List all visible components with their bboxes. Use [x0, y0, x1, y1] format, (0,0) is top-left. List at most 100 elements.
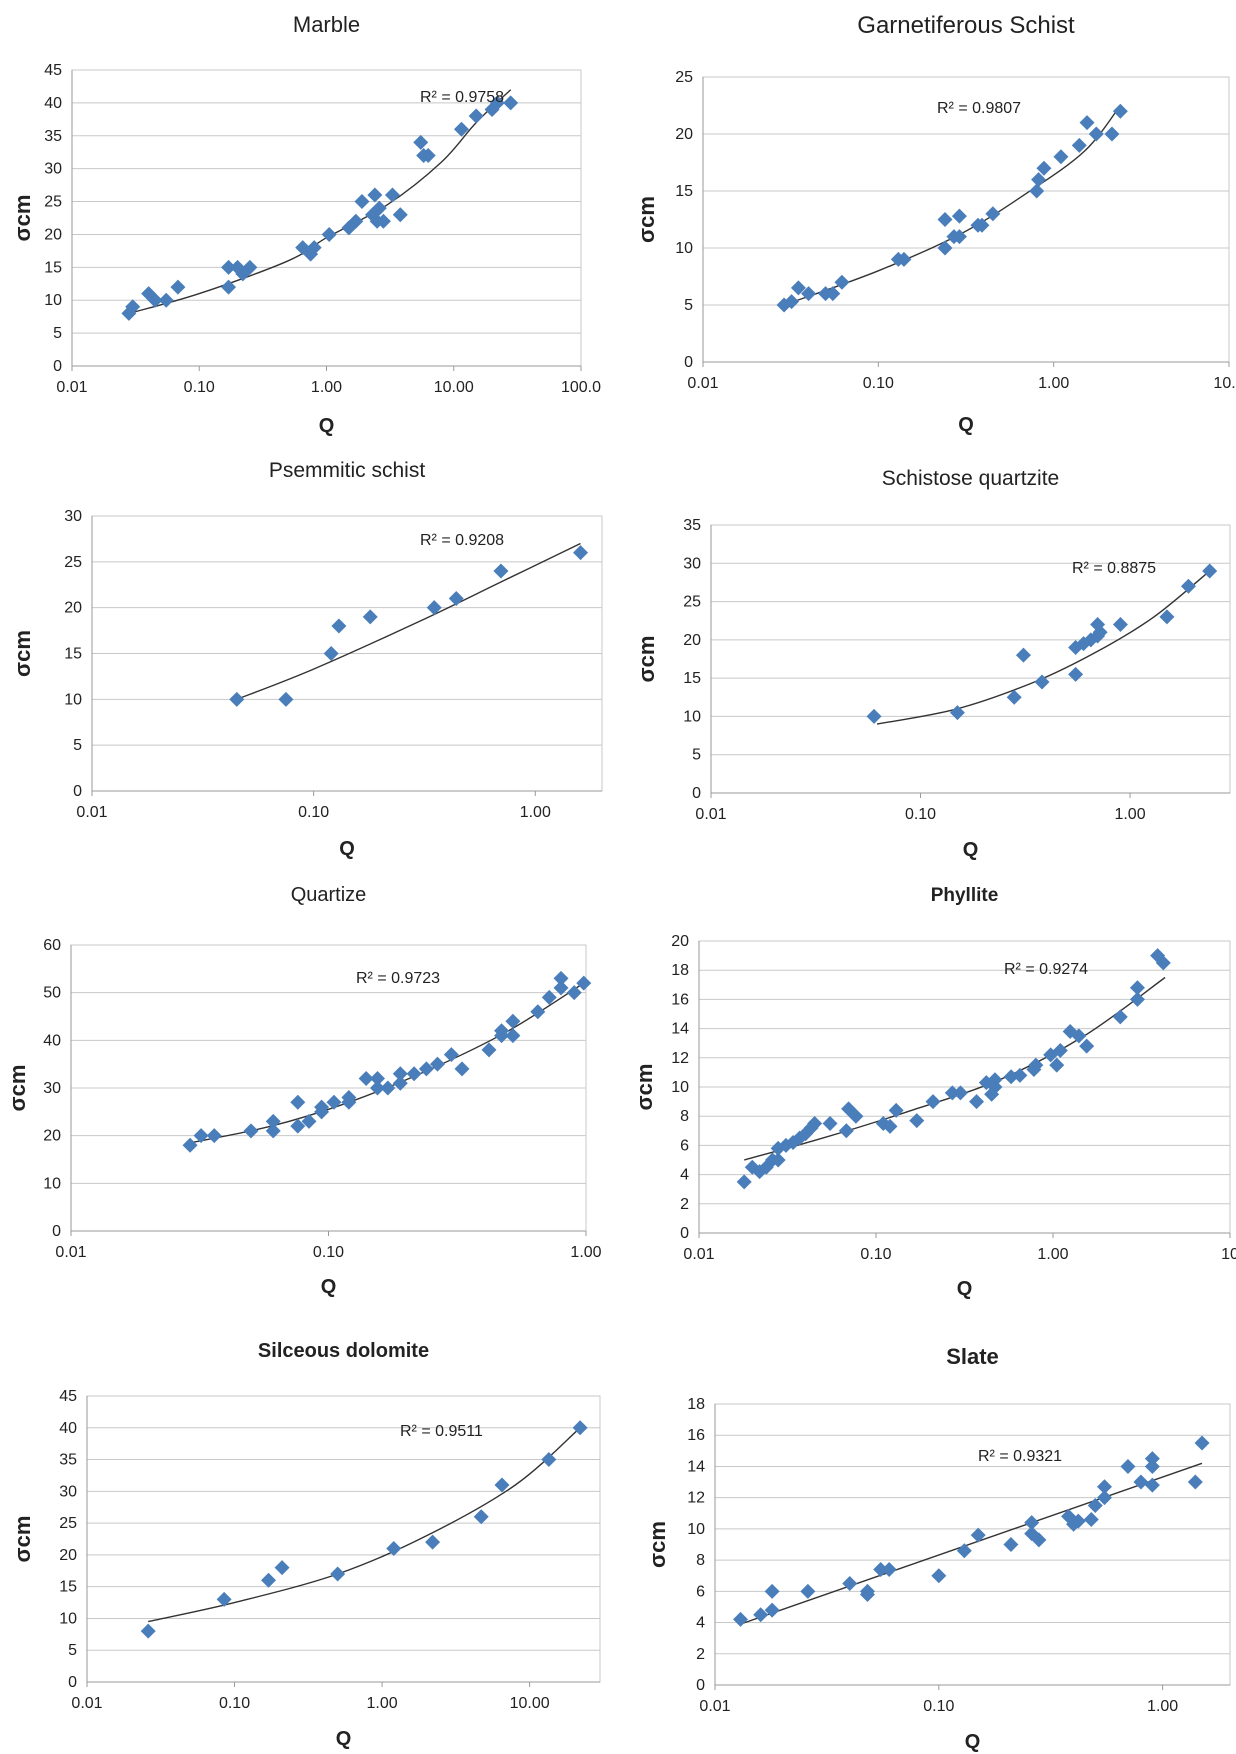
- y-tick-label: 0: [73, 783, 82, 800]
- y-tick-label: 45: [59, 1388, 77, 1405]
- trend-line: [876, 570, 1211, 725]
- chart-title: Quartize: [291, 884, 367, 906]
- data-point: [1012, 1067, 1028, 1083]
- x-axis-label: Q: [336, 1728, 352, 1750]
- data-point: [1087, 1497, 1103, 1513]
- data-point: [494, 1477, 510, 1493]
- data-point: [969, 1094, 985, 1110]
- y-tick-label: 2: [680, 1196, 689, 1213]
- y-tick-label: 5: [73, 737, 82, 754]
- y-tick-label: 15: [64, 646, 82, 663]
- data-point: [505, 1028, 521, 1044]
- y-tick-label: 12: [671, 1050, 689, 1067]
- x-axis-label: Q: [339, 838, 355, 860]
- data-point: [454, 1061, 470, 1077]
- data-point: [1034, 674, 1050, 690]
- data-point: [573, 545, 589, 561]
- y-tick-label: 4: [680, 1167, 689, 1184]
- data-point: [822, 1116, 838, 1131]
- data-point: [229, 691, 245, 707]
- data-point: [1049, 1057, 1065, 1073]
- y-tick-label: 50: [43, 985, 61, 1002]
- data-point: [931, 1568, 947, 1584]
- y-tick-label: 0: [684, 354, 693, 371]
- r-squared-label: R² = 0.9723: [356, 970, 440, 987]
- data-point: [221, 279, 237, 295]
- data-point: [987, 1072, 1003, 1088]
- y-tick-label: 10: [671, 1079, 689, 1096]
- chart-panel-6: 0 2 4 6 8 10 12 14 16 18 20 0.01 0.10 1.00 10 Phyllite Q…: [632, 885, 1236, 1300]
- y-tick-label: 20: [683, 632, 701, 649]
- y-tick-label: 20: [59, 1547, 77, 1564]
- x-tick-label: 1.00: [570, 1244, 601, 1261]
- data-point: [481, 1042, 497, 1058]
- chart-title: Garnetiferous Schist: [857, 12, 1075, 39]
- y-tick-label: 8: [696, 1552, 705, 1569]
- y-tick-label: 10: [675, 240, 693, 257]
- data-point: [952, 1085, 968, 1101]
- data-point: [321, 226, 337, 242]
- data-point: [243, 1123, 259, 1139]
- data-point: [1112, 617, 1128, 633]
- y-tick-label: 40: [43, 1032, 61, 1049]
- data-point: [1129, 980, 1145, 996]
- data-point: [882, 1118, 898, 1134]
- data-point: [370, 1080, 386, 1096]
- data-point: [1112, 103, 1128, 119]
- y-tick-label: 30: [43, 1080, 61, 1097]
- x-tick-label: 1.00: [520, 804, 551, 821]
- data-point: [278, 691, 294, 707]
- data-point: [380, 1080, 396, 1096]
- y-tick-label: 40: [59, 1420, 77, 1437]
- x-tick-label: 0.10: [905, 806, 936, 823]
- y-tick-label: 30: [44, 161, 62, 178]
- data-point: [937, 240, 953, 256]
- data-point: [1202, 563, 1218, 579]
- data-point: [473, 1509, 489, 1525]
- y-tick-label: 10: [44, 292, 62, 309]
- x-axis-label: Q: [321, 1276, 337, 1298]
- y-axis-label: σcm: [5, 1065, 30, 1112]
- trend-line: [148, 1427, 581, 1623]
- data-point: [489, 95, 505, 111]
- x-tick-label: 0.10: [298, 804, 329, 821]
- data-point: [354, 194, 370, 210]
- data-point: [1097, 1479, 1113, 1495]
- plot-frame: [702, 76, 1230, 363]
- r-squared-label: R² = 0.9274: [1004, 961, 1088, 978]
- y-axis-label: σcm: [10, 1516, 35, 1563]
- x-tick-label: 0.01: [683, 1246, 714, 1263]
- x-tick-label: 0.10: [219, 1695, 250, 1712]
- x-tick-label: 0.10: [184, 379, 215, 396]
- y-tick-label: 2: [696, 1646, 705, 1663]
- data-point: [1003, 1537, 1019, 1552]
- data-point: [800, 1583, 816, 1599]
- data-point: [261, 1572, 277, 1588]
- y-tick-label: 25: [64, 554, 82, 571]
- data-point: [825, 286, 841, 302]
- data-point: [426, 600, 442, 616]
- y-tick-label: 25: [59, 1515, 77, 1532]
- data-point: [834, 274, 850, 290]
- x-tick-label: 0.01: [699, 1698, 730, 1715]
- y-tick-label: 35: [59, 1452, 77, 1469]
- plot-frame: [86, 1395, 601, 1683]
- chart-title: Marble: [293, 12, 360, 37]
- chart-panel-2: 0 5 10 15 20 25 0.01 0.10 1.00 10.0 Garnetiferous …: [634, 12, 1236, 436]
- x-tick-label: 0.01: [71, 1695, 102, 1712]
- chart-panel-1: 0 5 10 15 20 25 30 35 40 45 0.01 0.10 1.00 10.00 100.0…: [10, 12, 601, 437]
- data-point: [909, 1113, 925, 1129]
- y-tick-label: 14: [687, 1458, 705, 1475]
- y-tick-label: 0: [680, 1225, 689, 1242]
- y-tick-label: 16: [687, 1427, 705, 1444]
- data-point: [873, 1561, 889, 1577]
- y-tick-label: 10: [59, 1610, 77, 1627]
- y-tick-label: 20: [671, 933, 689, 950]
- data-point: [420, 148, 436, 164]
- data-point: [367, 187, 383, 203]
- y-tick-label: 0: [53, 358, 62, 375]
- y-axis-label: σcm: [10, 630, 35, 677]
- y-tick-label: 30: [64, 508, 82, 525]
